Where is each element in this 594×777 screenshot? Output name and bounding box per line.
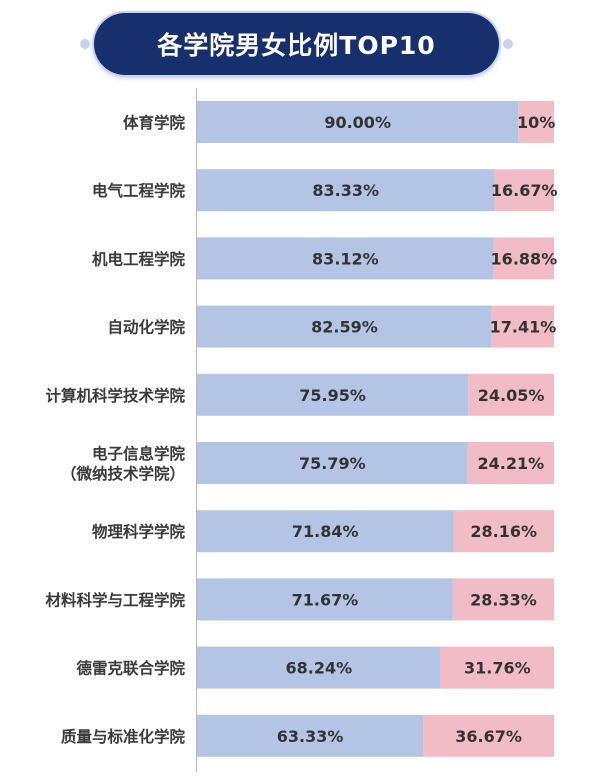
bar-segment-series-1: [197, 373, 469, 416]
value-label-series-1: 75.79%: [299, 454, 366, 473]
value-label-series-2: 36.67%: [455, 727, 522, 746]
value-label-series-2: 31.76%: [464, 659, 531, 678]
category-label: 自动化学院: [107, 318, 185, 337]
value-label-series-1: 71.84%: [292, 522, 359, 541]
bar-segment-series-1: [197, 101, 519, 143]
category-label: 计算机科学技术学院: [45, 386, 185, 405]
bar-segment-series-1: [197, 510, 454, 553]
value-label-series-1: 83.33%: [312, 181, 379, 200]
category-label: 机电工程学院: [92, 249, 186, 268]
value-label-series-1: 90.00%: [324, 113, 391, 132]
bar-segment-series-1: [197, 646, 441, 689]
bar-segment-series-2: [453, 510, 554, 553]
value-label-series-2: 16.88%: [491, 249, 558, 268]
category-label: 电气工程学院: [92, 181, 186, 200]
value-label-series-1: 82.59%: [311, 318, 378, 337]
value-label-series-2: 24.05%: [478, 386, 545, 405]
category-label-line: 质量与标准化学院: [61, 727, 186, 746]
bar-segment-series-2: [491, 305, 554, 348]
category-label: 材料科学与工程学院: [45, 590, 185, 609]
bar-segment-series-2: [467, 442, 554, 484]
category-label: 物理科学学院: [92, 522, 186, 541]
bar-segment-series-2: [468, 373, 554, 416]
value-label-series-2: 16.67%: [491, 181, 558, 200]
bar-segment-series-1: [197, 442, 468, 484]
banner-left-dot: [80, 39, 90, 49]
bar-segment-series-1: [197, 578, 453, 621]
bar-segment-series-2: [518, 101, 554, 143]
category-label-line: 自动化学院: [107, 318, 185, 337]
bar-segment-series-1: [197, 305, 492, 348]
bar-segment-series-2: [440, 646, 554, 689]
category-label: 德雷克联合学院: [76, 659, 185, 678]
category-label-line: 电气工程学院: [92, 181, 186, 200]
category-axis-line: [196, 88, 197, 772]
bar-segment-series-1: [197, 714, 424, 757]
value-label-series-1: 68.24%: [285, 659, 352, 678]
bar-segment-series-2: [493, 237, 554, 280]
value-label-series-2: 28.16%: [470, 522, 537, 541]
value-label-series-2: 24.21%: [477, 454, 544, 473]
value-label-series-2: 10%: [517, 113, 555, 132]
category-label-line: 材料科学与工程学院: [45, 590, 185, 609]
category-label-line: 德雷克联合学院: [76, 659, 185, 678]
category-label-line: 计算机科学技术学院: [45, 386, 185, 405]
bar-segment-series-1: [197, 169, 495, 212]
category-label-line: 机电工程学院: [92, 249, 186, 268]
bar-segment-series-2: [452, 578, 554, 621]
title-banner: 各学院男女比例TOP10: [80, 13, 513, 75]
value-label-series-1: 63.33%: [277, 727, 344, 746]
value-label-series-1: 71.67%: [292, 590, 359, 609]
value-label-series-1: 75.95%: [299, 386, 366, 405]
category-label-line: （微纳技术学院）: [61, 464, 185, 483]
value-label-series-2: 17.41%: [490, 318, 557, 337]
banner-right-dot: [503, 39, 513, 49]
category-label-line: 物理科学学院: [92, 522, 186, 541]
bar-segment-series-1: [197, 237, 494, 280]
category-label: 电子信息学院（微纳技术学院）: [61, 444, 186, 483]
category-label: 质量与标准化学院: [61, 727, 186, 746]
category-label-line: 电子信息学院: [92, 444, 186, 463]
category-label-line: 体育学院: [123, 113, 186, 132]
value-label-series-1: 83.12%: [312, 249, 379, 268]
value-label-series-2: 28.33%: [470, 590, 537, 609]
category-label: 体育学院: [123, 113, 186, 132]
bar-segment-series-2: [423, 714, 554, 757]
chart-title: 各学院男女比例TOP10: [157, 31, 436, 60]
bar-segment-series-2: [494, 169, 554, 212]
